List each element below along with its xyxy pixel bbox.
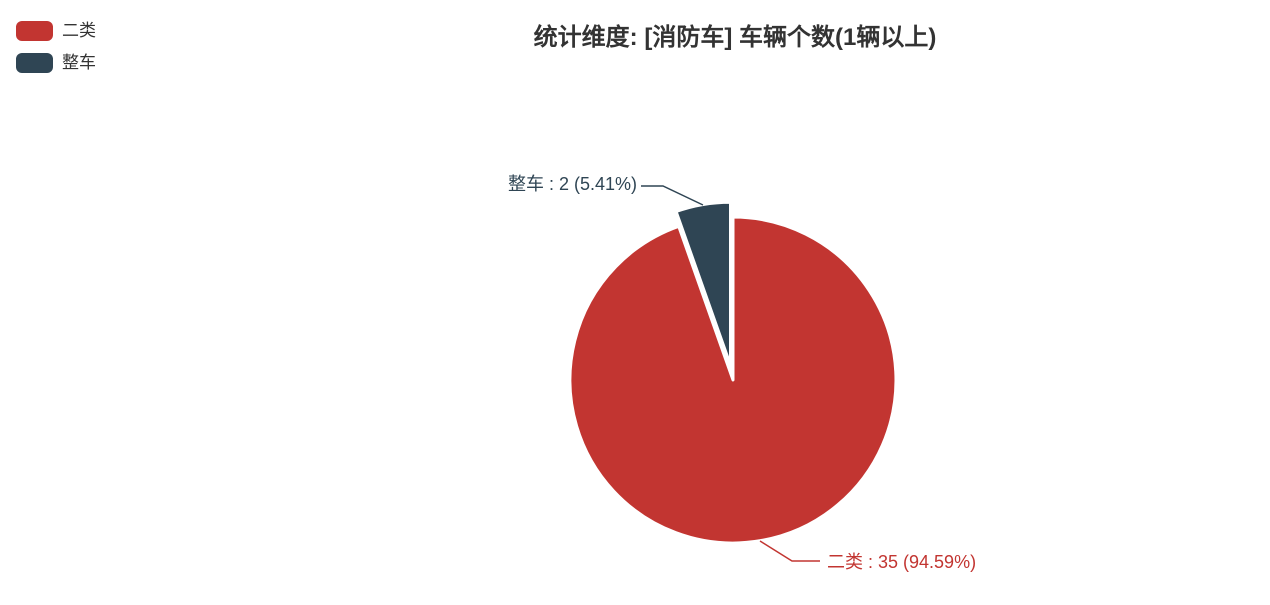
legend-swatch-erlei [16,21,53,41]
leader-line-zhengche [641,185,704,206]
legend-swatch-zhengche [16,53,53,73]
leader-line-erlei [759,540,820,562]
legend-item-erlei[interactable]: 二类 [16,21,96,41]
slice-label-erlei: 二类 : 35 (94.59%) [827,552,977,572]
legend-label-zhengche: 整车 [62,53,96,72]
legend-label-erlei: 二类 [62,21,96,40]
legend-item-zhengche[interactable]: 整车 [16,53,96,73]
legend: 二类 整车 [16,21,96,85]
slice-label-zhengche: 整车 : 2 (5.41%) [507,174,637,194]
chart-title: 统计维度: [消防车] 车辆个数(1辆以上) [533,24,937,51]
pie-slice-erlei[interactable] [568,215,898,545]
